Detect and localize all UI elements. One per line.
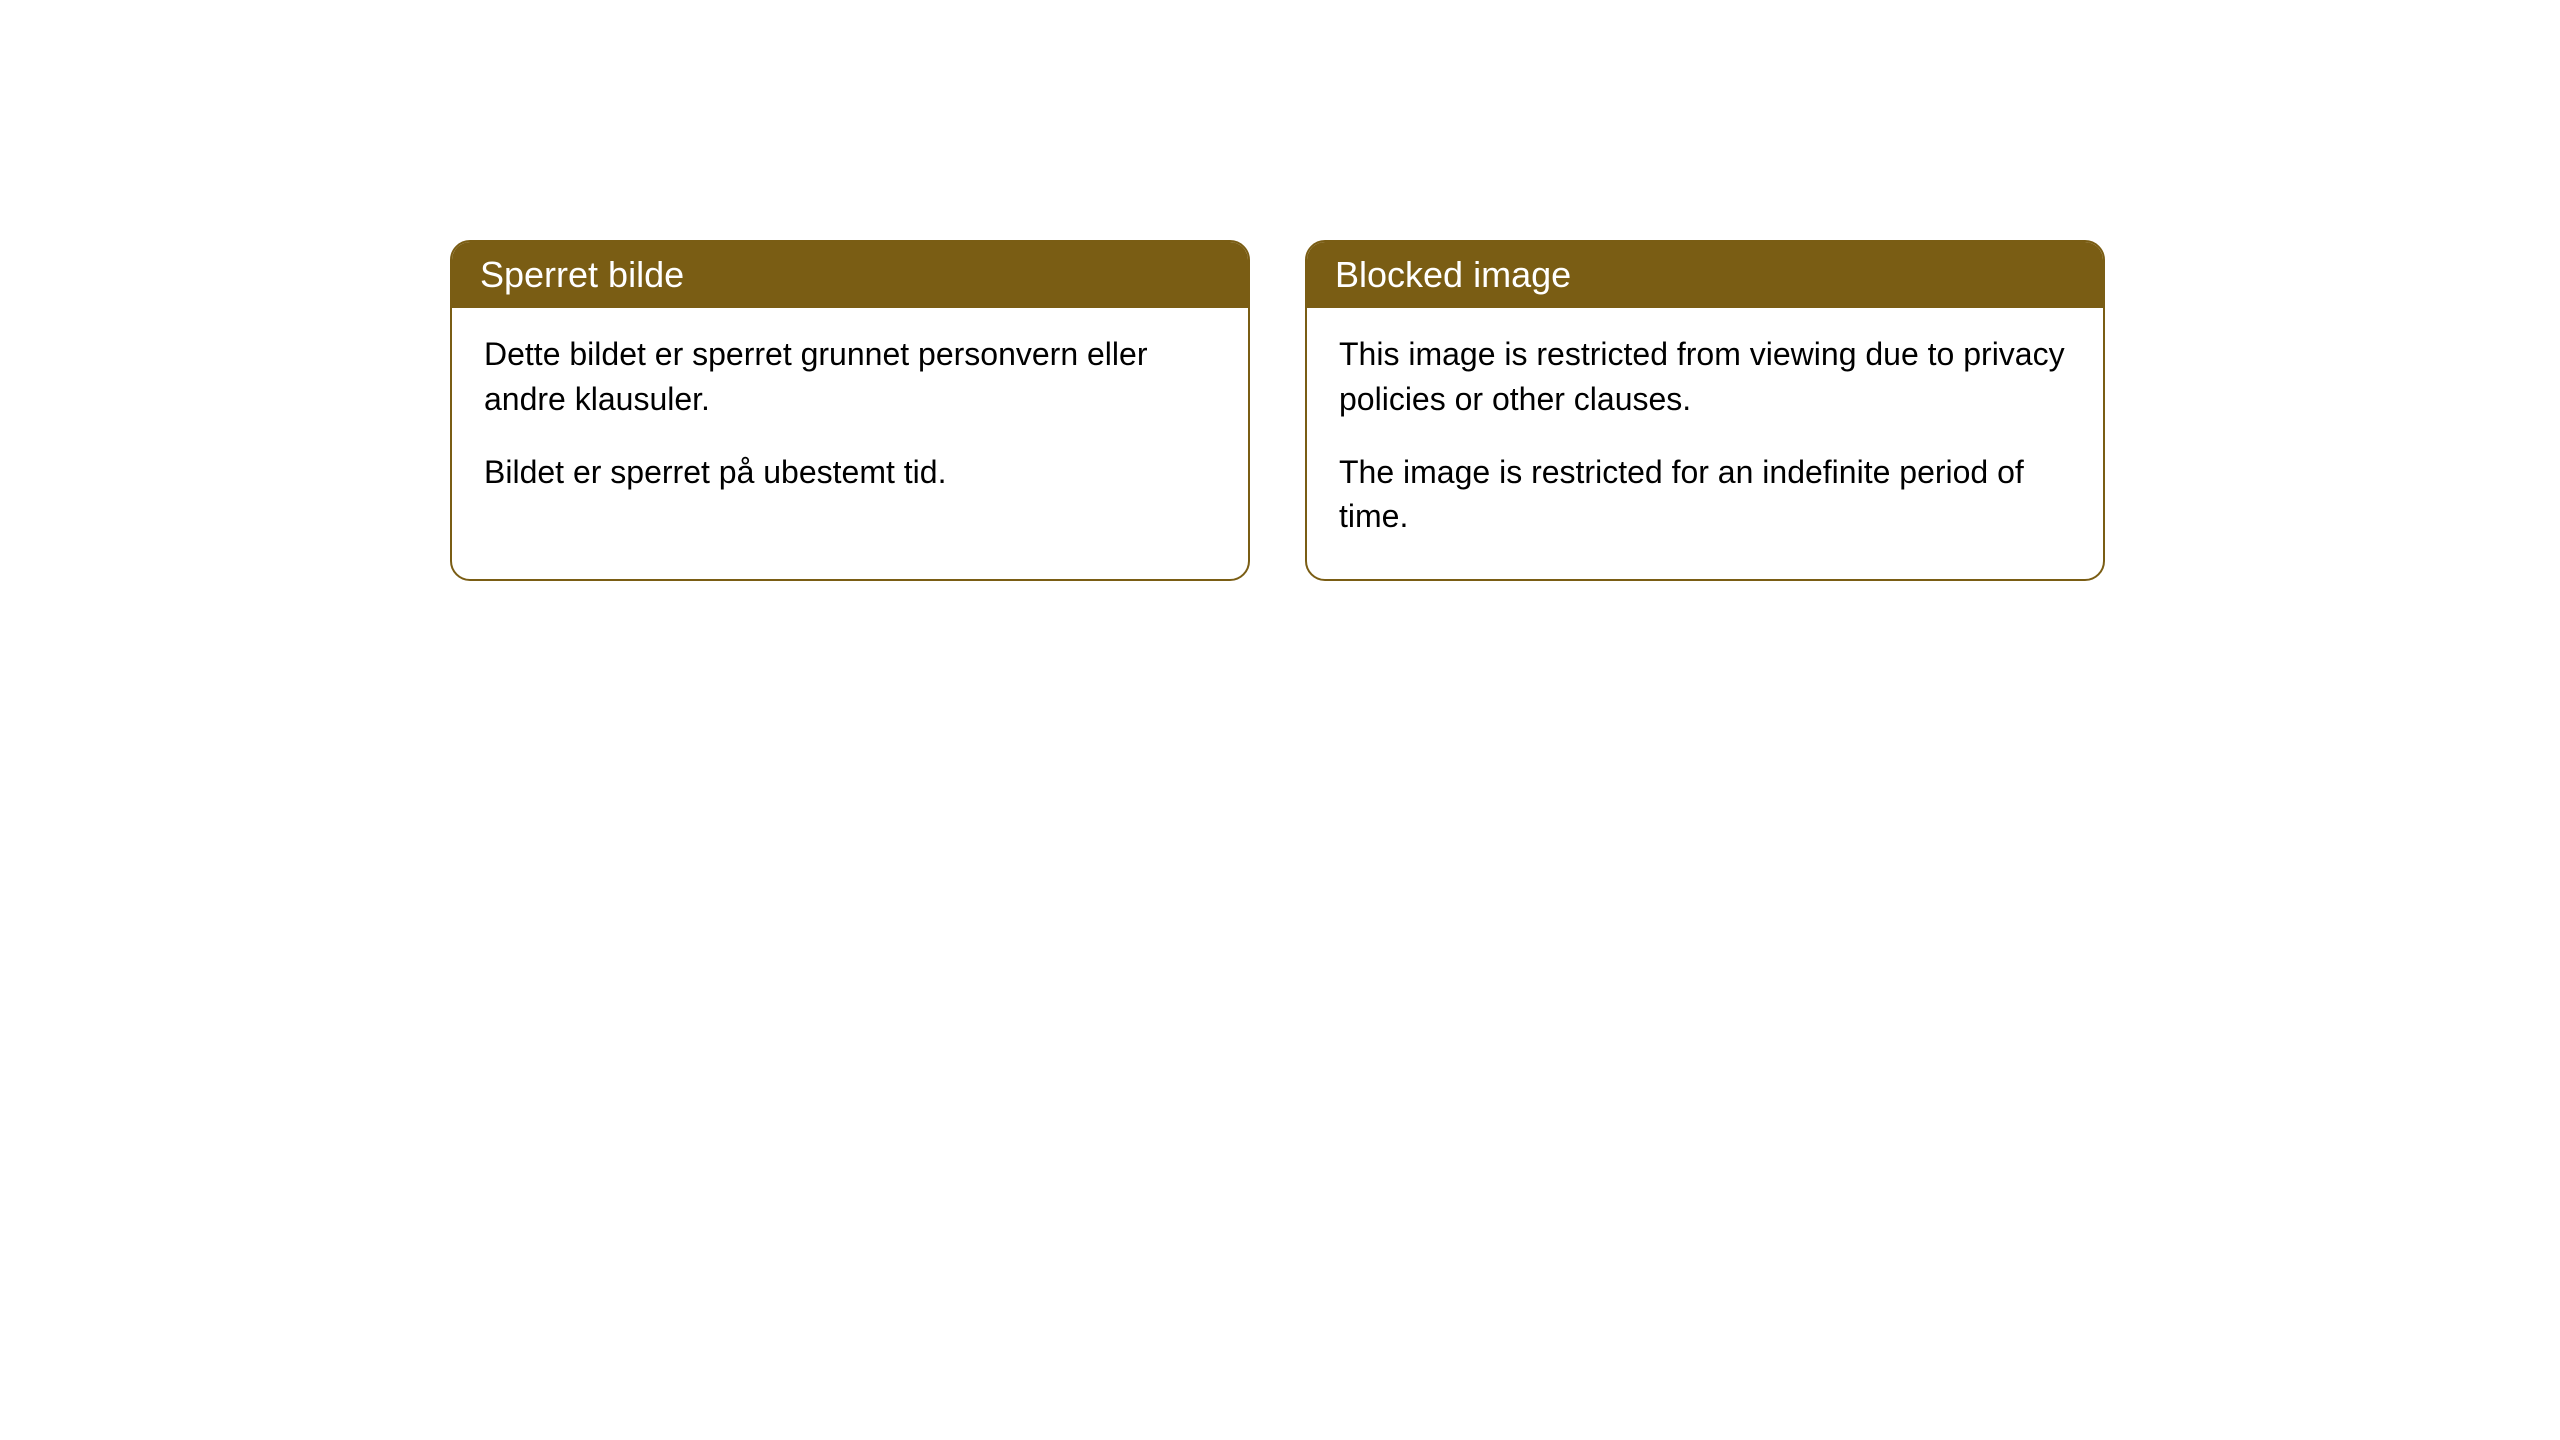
card-body-english: This image is restricted from viewing du… [1307,308,2103,579]
card-text-line1: Dette bildet er sperret grunnet personve… [484,332,1216,422]
card-text-line2: Bildet er sperret på ubestemt tid. [484,450,1216,495]
card-body-norwegian: Dette bildet er sperret grunnet personve… [452,308,1248,534]
notice-card-english: Blocked image This image is restricted f… [1305,240,2105,581]
card-header-norwegian: Sperret bilde [452,242,1248,308]
card-text-line2: The image is restricted for an indefinit… [1339,450,2071,540]
notice-cards-container: Sperret bilde Dette bildet er sperret gr… [450,240,2560,581]
card-title: Blocked image [1335,254,1571,295]
card-header-english: Blocked image [1307,242,2103,308]
notice-card-norwegian: Sperret bilde Dette bildet er sperret gr… [450,240,1250,581]
card-text-line1: This image is restricted from viewing du… [1339,332,2071,422]
card-title: Sperret bilde [480,254,684,295]
